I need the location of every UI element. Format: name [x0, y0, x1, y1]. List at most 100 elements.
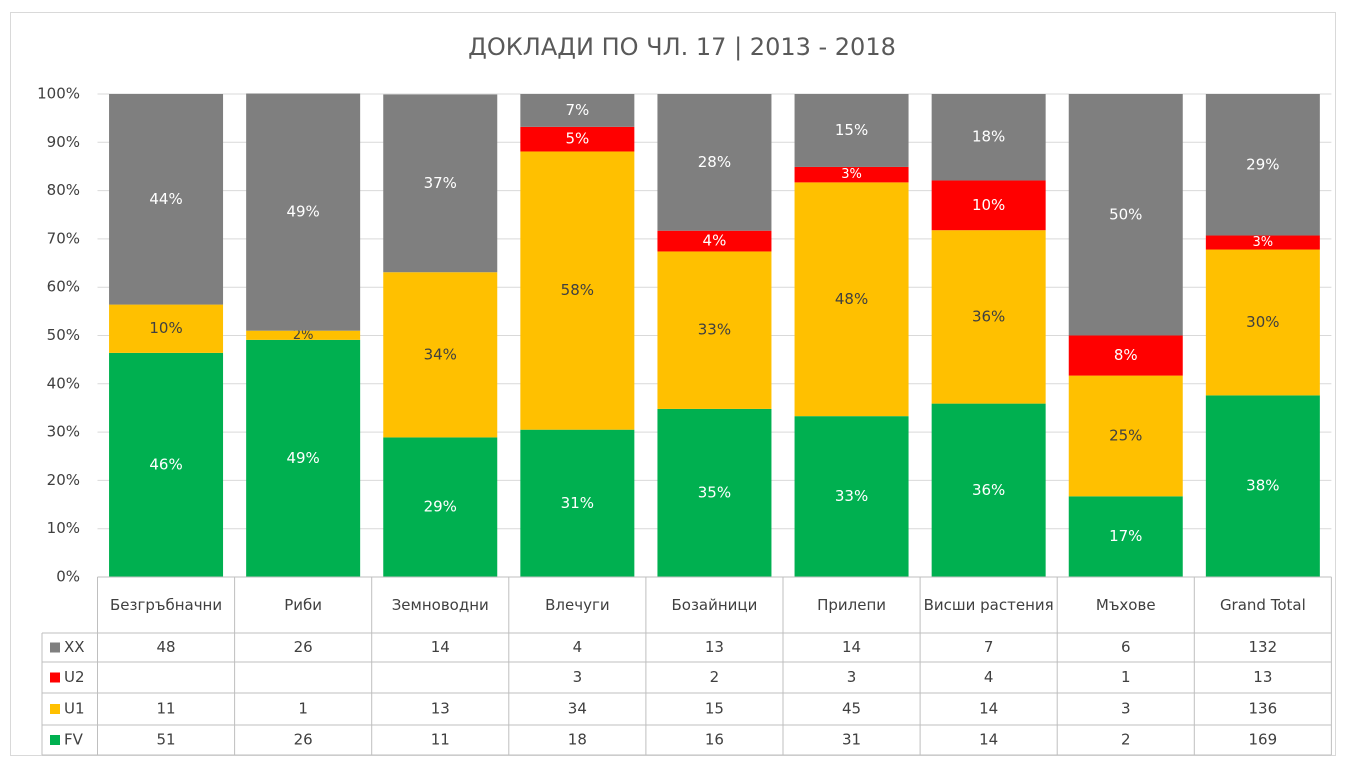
- table-cell: 48: [157, 638, 176, 656]
- data-label: 48%: [835, 290, 868, 308]
- category-cell: Бозайници: [671, 596, 757, 614]
- legend-label: FV: [64, 731, 84, 749]
- legend-label: XX: [64, 638, 85, 656]
- table-cell: 13: [431, 700, 450, 718]
- data-label: 35%: [698, 483, 731, 501]
- table-cell: 26: [294, 638, 313, 656]
- category-cell: Grand Total: [1219, 596, 1306, 614]
- data-label: 46%: [149, 455, 182, 473]
- legend-swatch: [50, 735, 60, 745]
- table-cell: 3: [573, 668, 583, 686]
- data-label: 4%: [703, 232, 727, 250]
- data-label: 36%: [972, 481, 1005, 499]
- bar-segment: [1205, 395, 1320, 577]
- bar-segment: [657, 408, 772, 577]
- table-cell: 4: [984, 668, 994, 686]
- bar-segment: [383, 272, 498, 438]
- x-tick-label: Висши растения: [923, 596, 1054, 614]
- bar-segment: [246, 339, 361, 577]
- bar-segment: [109, 352, 224, 577]
- table-cell: 132: [1249, 638, 1278, 656]
- x-tick-label: Земноводни: [391, 596, 489, 614]
- data-label: 31%: [561, 494, 594, 512]
- x-tick-label: Риби: [284, 596, 323, 614]
- data-label: 3%: [1253, 235, 1274, 250]
- x-tick-label: Grand Total: [1219, 596, 1306, 614]
- x-tick-label: Влечуги: [545, 596, 610, 614]
- data-label: 38%: [1246, 477, 1279, 495]
- data-label: 29%: [424, 498, 457, 516]
- data-label: 33%: [835, 487, 868, 505]
- data-label: 25%: [1109, 426, 1142, 444]
- data-label: 29%: [1246, 155, 1279, 173]
- table-cell: 13: [1253, 668, 1272, 686]
- table-cell: 26: [294, 731, 313, 749]
- bar-segment: [1205, 235, 1320, 250]
- table-cell: 3: [847, 668, 857, 686]
- data-label: 2%: [293, 328, 314, 343]
- data-label: 8%: [1114, 346, 1138, 364]
- data-label: 49%: [286, 203, 319, 221]
- table-cell: 18: [568, 731, 587, 749]
- table-cell: 7: [984, 638, 994, 656]
- bar-segment: [794, 94, 909, 167]
- bar-segment: [794, 416, 909, 577]
- legend-label: U1: [64, 700, 85, 718]
- data-label: 15%: [835, 121, 868, 139]
- table-cell: 1: [1121, 668, 1131, 686]
- data-label: 17%: [1109, 527, 1142, 545]
- x-tick-label: Безгръбначни: [109, 596, 223, 614]
- bar-segment: [1068, 94, 1183, 336]
- table-cell: 15: [705, 700, 724, 718]
- y-tick-label: 90%: [47, 133, 80, 151]
- table-cell: 14: [842, 638, 861, 656]
- data-label: 10%: [972, 196, 1005, 214]
- bar-segment: [1068, 375, 1183, 497]
- table-cell: 11: [431, 731, 450, 749]
- bar-segment: [1205, 249, 1320, 396]
- data-label: 18%: [972, 128, 1005, 146]
- y-tick-label: 0%: [56, 568, 80, 586]
- table-cell: 13: [705, 638, 724, 656]
- category-cell: Висши растения: [923, 596, 1054, 614]
- category-cell: Прилепи: [817, 596, 886, 614]
- data-label: 28%: [698, 153, 731, 171]
- data-label: 36%: [972, 307, 1005, 325]
- table-cell: 14: [979, 700, 998, 718]
- data-label: 34%: [424, 345, 457, 363]
- table-cell: 14: [431, 638, 450, 656]
- table-cell: 169: [1249, 731, 1278, 749]
- table-cell: 31: [842, 731, 861, 749]
- bar-segment: [383, 437, 498, 577]
- x-tick-label: Мъхове: [1095, 596, 1156, 614]
- bar-segment: [931, 180, 1046, 231]
- y-tick-label: 50%: [47, 326, 80, 344]
- y-tick-label: 70%: [47, 229, 80, 247]
- data-label: 50%: [1109, 205, 1142, 223]
- bar-segment: [520, 126, 635, 152]
- bar-segment: [246, 93, 361, 331]
- bar-segment: [520, 151, 635, 430]
- category-cell: Влечуги: [545, 596, 610, 614]
- data-label: 37%: [424, 174, 457, 192]
- table-cell: 34: [568, 700, 587, 718]
- data-label: 44%: [149, 190, 182, 208]
- y-tick-label: 40%: [47, 374, 80, 392]
- table-cell: 3: [1121, 700, 1131, 718]
- y-tick-label: 60%: [47, 278, 80, 296]
- data-label: 10%: [149, 319, 182, 337]
- x-tick-label: Прилепи: [817, 596, 886, 614]
- bar-segment: [246, 330, 361, 340]
- bar-segment: [109, 94, 224, 305]
- table-cell: 16: [705, 731, 724, 749]
- table-cell: 2: [710, 668, 720, 686]
- data-label: 3%: [841, 167, 862, 182]
- bar-segment: [520, 94, 635, 127]
- y-tick-label: 100%: [37, 85, 80, 103]
- bar-segment: [1068, 496, 1183, 577]
- table-cell: 4: [573, 638, 583, 656]
- legend-label: U2: [64, 668, 85, 686]
- legend-swatch: [50, 672, 60, 683]
- table-cell: 2: [1121, 731, 1131, 749]
